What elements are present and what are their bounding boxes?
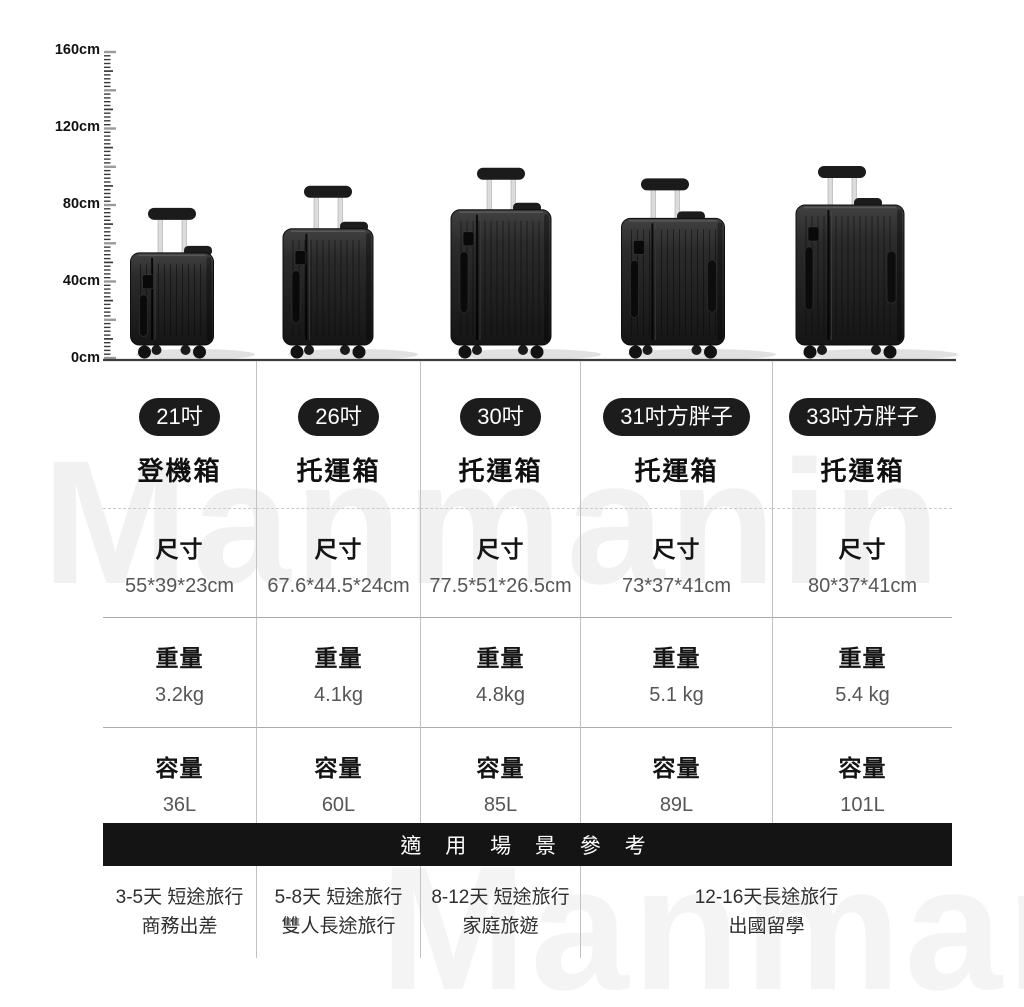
row-header-capacity: 容量: [314, 755, 363, 781]
scenario-line: 3-5天 短途旅行: [115, 886, 244, 908]
size-badge: 26吋: [298, 398, 379, 436]
column-header-30in: 30吋 托運箱: [420, 361, 580, 508]
weight-cell: 重量 4.8kg: [420, 617, 580, 727]
ruler-label-160cm: 160cm: [54, 42, 100, 58]
capacity-cell: 容量 36L: [103, 727, 256, 823]
weight-value: 4.1kg: [314, 684, 363, 706]
row-header-weight: 重量: [652, 645, 701, 671]
weight-cell: 重量 3.2kg: [103, 617, 256, 727]
scenario-line: 家庭旅遊: [462, 916, 539, 937]
weight-cell: 重量 5.4 kg: [772, 617, 952, 727]
row-header-weight: 重量: [476, 645, 525, 671]
dimensions-cell: 尺寸 80*37*41cm: [772, 508, 952, 617]
suitcase-5: [795, 166, 905, 359]
row-header-capacity: 容量: [155, 755, 204, 781]
suitcase-4: [621, 178, 725, 359]
row-header-capacity: 容量: [476, 755, 525, 781]
suitcase-3: [450, 167, 552, 359]
row-header-size: 尺寸: [652, 536, 701, 562]
row-header-size: 尺寸: [838, 536, 887, 562]
ruler-label-80cm: 80cm: [62, 196, 100, 212]
dimensions-cell: 尺寸 73*37*41cm: [580, 508, 772, 617]
scenario-line: 雙人長途旅行: [281, 916, 396, 937]
row-header-weight: 重量: [838, 645, 887, 671]
column-header-26in: 26吋 托運箱: [256, 361, 420, 508]
scenario-line: 12-16天長途旅行: [694, 886, 839, 908]
row-header-weight: 重量: [314, 645, 363, 671]
size-badge: 33吋方胖子: [789, 398, 936, 436]
scenario-cell: 3-5天 短途旅行 商務出差: [103, 866, 256, 958]
type-label: 托運箱: [820, 456, 905, 486]
row-header-size: 尺寸: [314, 536, 363, 562]
size-badge: 30吋: [460, 398, 541, 436]
dimensions-value: 55*39*23cm: [125, 575, 234, 597]
weight-cell: 重量 4.1kg: [256, 617, 420, 727]
type-label: 托運箱: [296, 456, 381, 486]
weight-value: 5.1 kg: [649, 684, 704, 706]
dimensions-value: 80*37*41cm: [808, 575, 917, 597]
ruler-label-120cm: 120cm: [54, 119, 100, 135]
scenario-cell: 5-8天 短途旅行 雙人長途旅行: [256, 866, 420, 958]
row-header-weight: 重量: [155, 645, 204, 671]
scenario-line: 出國留學: [728, 916, 805, 937]
capacity-value: 89L: [659, 794, 694, 816]
capacity-cell: 容量 85L: [420, 727, 580, 823]
scenario-line: 8-12天 短途旅行: [431, 886, 570, 908]
capacity-value: 36L: [162, 794, 197, 816]
type-label: 登機箱: [137, 456, 222, 486]
capacity-value: 85L: [483, 794, 518, 816]
suitcase-2: [282, 185, 374, 359]
type-label: 托運箱: [458, 456, 543, 486]
capacity-value: 101L: [840, 794, 885, 816]
usage-scenario-banner: 適 用 場 景 參 考: [103, 823, 952, 866]
weight-value: 5.4 kg: [835, 684, 890, 706]
spec-table: 21吋 登機箱 26吋 托運箱 30吋 托運箱 31吋方胖子 托運箱 33吋方胖…: [103, 361, 952, 958]
row-header-capacity: 容量: [652, 755, 701, 781]
ruler-label-0cm: 0cm: [70, 350, 100, 366]
scenario-cell: 12-16天長途旅行 出國留學: [580, 866, 952, 958]
scenario-line: 5-8天 短途旅行: [274, 886, 403, 908]
row-header-size: 尺寸: [155, 536, 204, 562]
weight-value: 4.8kg: [476, 684, 525, 706]
size-badge: 21吋: [139, 398, 220, 436]
dimensions-value: 67.6*44.5*24cm: [267, 575, 410, 597]
ruler-ticks: [104, 50, 116, 360]
scenario-line: 商務出差: [141, 916, 218, 937]
size-badge: 31吋方胖子: [603, 398, 750, 436]
capacity-value: 60L: [321, 794, 356, 816]
weight-value: 3.2kg: [155, 684, 204, 706]
row-header-capacity: 容量: [838, 755, 887, 781]
suitcase-shadows: [135, 349, 958, 360]
capacity-cell: 容量 101L: [772, 727, 952, 823]
dimensions-value: 77.5*51*26.5cm: [429, 575, 572, 597]
scenario-cell: 8-12天 短途旅行 家庭旅遊: [420, 866, 580, 958]
weight-cell: 重量 5.1 kg: [580, 617, 772, 727]
dimensions-value: 73*37*41cm: [622, 575, 731, 597]
dimensions-cell: 尺寸 77.5*51*26.5cm: [420, 508, 580, 617]
watermark-text: Manmanin: [42, 425, 945, 621]
dimensions-cell: 尺寸 67.6*44.5*24cm: [256, 508, 420, 617]
capacity-cell: 容量 89L: [580, 727, 772, 823]
type-label: 托運箱: [634, 456, 719, 486]
ruler-label-40cm: 40cm: [62, 273, 100, 289]
suitcase-1: [130, 207, 214, 359]
dimensions-cell: 尺寸 55*39*23cm: [103, 508, 256, 617]
row-header-size: 尺寸: [476, 536, 525, 562]
column-header-31in: 31吋方胖子 托運箱: [580, 361, 772, 508]
capacity-cell: 容量 60L: [256, 727, 420, 823]
column-header-33in: 33吋方胖子 托運箱: [772, 361, 952, 508]
column-header-21in: 21吋 登機箱: [103, 361, 256, 508]
